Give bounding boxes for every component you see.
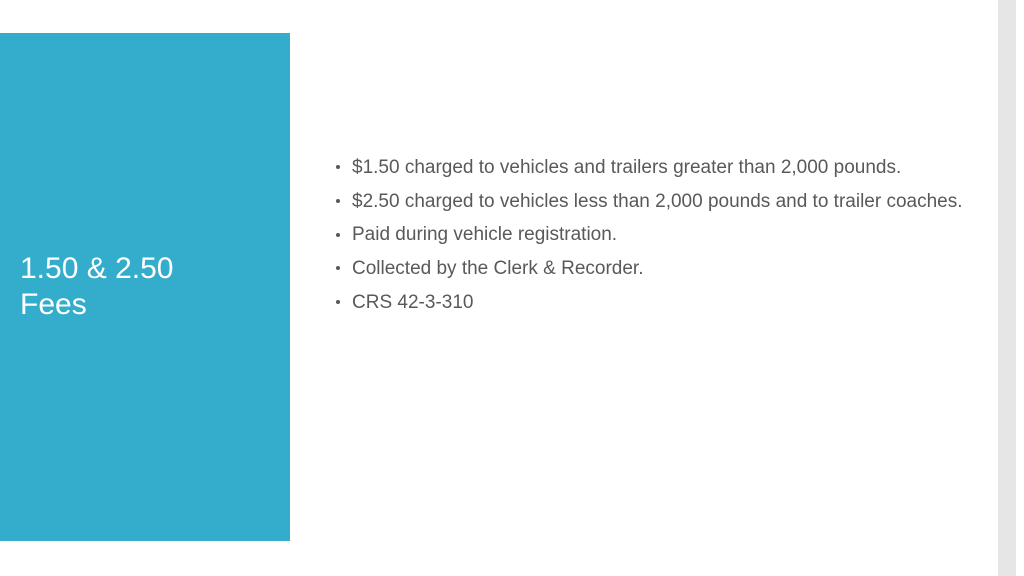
title-panel: 1.50 & 2.50 Fees bbox=[0, 33, 290, 541]
content-area: $1.50 charged to vehicles and trailers g… bbox=[330, 155, 970, 323]
bullet-item: $1.50 charged to vehicles and trailers g… bbox=[330, 155, 970, 181]
slide: 1.50 & 2.50 Fees $1.50 charged to vehicl… bbox=[0, 0, 1024, 576]
right-accent-bar bbox=[998, 0, 1016, 576]
bullet-item: CRS 42-3-310 bbox=[330, 290, 970, 316]
title-line-1: 1.50 & 2.50 bbox=[20, 252, 173, 285]
bullet-item: Collected by the Clerk & Recorder. bbox=[330, 256, 970, 282]
bullet-item: Paid during vehicle registration. bbox=[330, 222, 970, 248]
bullet-list: $1.50 charged to vehicles and trailers g… bbox=[330, 155, 970, 315]
title-line-2: Fees bbox=[20, 288, 87, 321]
slide-title: 1.50 & 2.50 Fees bbox=[20, 251, 173, 323]
bullet-item: $2.50 charged to vehicles less than 2,00… bbox=[330, 189, 970, 215]
